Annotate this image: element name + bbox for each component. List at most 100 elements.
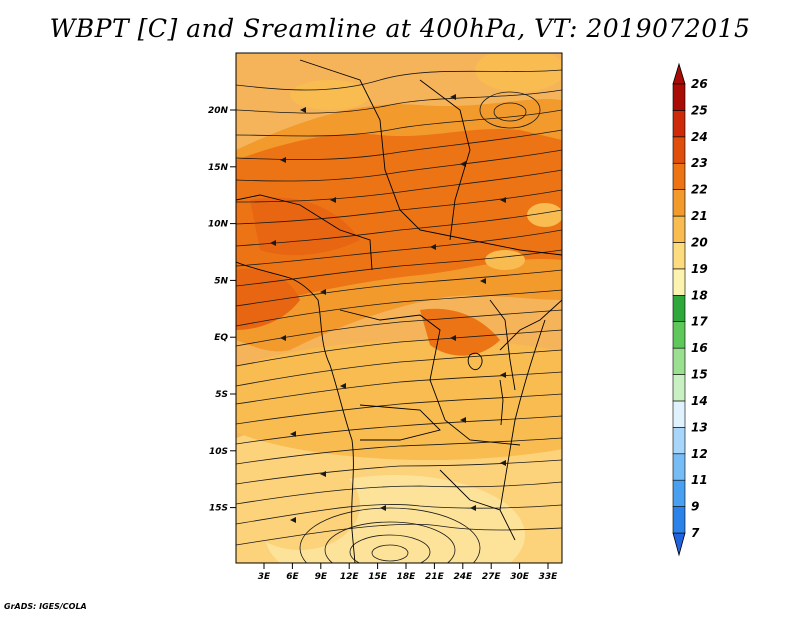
latitude-axis: 20N 15N 10N 5N EQ 5S 10S 15S (208, 106, 236, 514)
lon-tick-label: 3E (258, 572, 271, 582)
streamline-arrow (470, 505, 476, 511)
field-contour (250, 197, 360, 256)
colorbar-segment (672, 400, 686, 428)
colorbar-label: 15 (691, 368, 708, 382)
streamline (236, 504, 562, 525)
colorbar-segment (672, 427, 686, 455)
streamline-arrow (280, 157, 286, 163)
streamline-arrow (280, 335, 286, 341)
field-contour (475, 53, 562, 92)
streamline (236, 229, 562, 267)
border (359, 404, 441, 441)
streamline (236, 209, 562, 247)
streamline-vortex (493, 102, 527, 122)
map-frame (235, 52, 563, 564)
streamline-arrow (300, 107, 306, 113)
lat-tick-label: 10S (209, 447, 228, 457)
streamline-arrow (340, 383, 346, 389)
streamline-arrow (500, 197, 506, 203)
streamline-arrow (500, 460, 506, 466)
colorbar-max-arrow (672, 62, 686, 85)
streamline-arrow (460, 417, 466, 423)
colorbar-label: 24 (691, 130, 708, 144)
coastline (236, 261, 356, 563)
lat-tick-label: 10N (208, 220, 229, 230)
temperature-field (236, 53, 562, 593)
lon-tick-label: 27E (482, 572, 502, 582)
border (489, 299, 516, 391)
streamline-vortex (349, 534, 431, 563)
streamline-arrow (450, 94, 456, 100)
lon-tick-label: 6E (286, 572, 299, 582)
border (419, 79, 471, 241)
streamline (236, 523, 562, 546)
colorbar-label: 7 (691, 526, 700, 540)
colorbar-segment (672, 321, 686, 349)
colorbar-label: 12 (691, 447, 708, 461)
streamline-vortex (324, 521, 456, 563)
streamline-arrow (430, 244, 436, 250)
lake-outline (499, 379, 504, 426)
colorbar-segment (672, 136, 686, 164)
colorbar-label: 22 (691, 183, 708, 197)
streamline-arrow (320, 471, 326, 477)
streamline (236, 269, 562, 307)
colorbar-label: 20 (691, 235, 708, 249)
lon-tick-label: 12E (340, 572, 360, 582)
streamline (236, 69, 562, 91)
colorbar-label: 16 (691, 341, 708, 355)
streamline-arrow (460, 161, 466, 167)
streamline-arrow (330, 197, 336, 203)
colorbar-segment (672, 215, 686, 243)
border (299, 59, 562, 256)
streamline (236, 415, 562, 445)
streamline (236, 249, 562, 287)
grads-credit: GrADS: IGES/COLA (4, 602, 87, 611)
colorbar-label: 11 (691, 473, 708, 487)
colorbar-segment (672, 189, 686, 217)
streamline-arrow (270, 240, 276, 246)
colorbar-label: 13 (691, 420, 708, 434)
streamline (236, 371, 562, 405)
longitude-axis: 3E 6E 9E 12E 15E 18E 21E 24E 27E 30E 33E (258, 563, 558, 582)
streamline-vortex (299, 507, 481, 563)
streamline-vortex (371, 544, 409, 562)
colorbar-segment (672, 83, 686, 111)
border (439, 469, 516, 541)
border (339, 309, 521, 446)
field-contour (485, 250, 525, 270)
colorbar-segment (672, 294, 686, 323)
lat-tick-label: 5S (215, 390, 228, 400)
streamline (236, 109, 562, 137)
map-title: WBPT [C] and Sreamline at 400hPa, VT: 20… (49, 14, 751, 43)
country-borders (236, 59, 562, 563)
colorbar-segment (672, 453, 686, 481)
colorbar-label: 17 (691, 315, 708, 329)
colorbar-segment (672, 479, 686, 507)
streamline-vortex (479, 91, 541, 129)
streamline (236, 89, 562, 114)
lon-tick-label: 9E (315, 572, 328, 582)
streamline (236, 459, 562, 485)
colorbar-label: 21 (691, 209, 708, 223)
streamline-arrow (290, 431, 296, 437)
streamlines (236, 69, 562, 563)
lon-tick-label: 30E (510, 572, 530, 582)
colorbar-segment (672, 110, 686, 138)
border (499, 299, 562, 351)
field-contour (420, 308, 500, 356)
colorbar-segment (672, 162, 686, 190)
coastline (499, 319, 546, 511)
streamline (236, 393, 562, 425)
streamline-arrow (320, 289, 326, 295)
lat-tick-label: EQ (214, 333, 228, 343)
streamline-arrow (394, 587, 400, 593)
streamline (236, 437, 562, 465)
streamline-arrow (480, 278, 486, 284)
streamline (236, 481, 562, 505)
colorbar-label: 23 (691, 156, 708, 170)
field-contour (236, 340, 562, 460)
streamline-arrow (290, 517, 296, 523)
lon-tick-label: 33E (539, 572, 559, 582)
